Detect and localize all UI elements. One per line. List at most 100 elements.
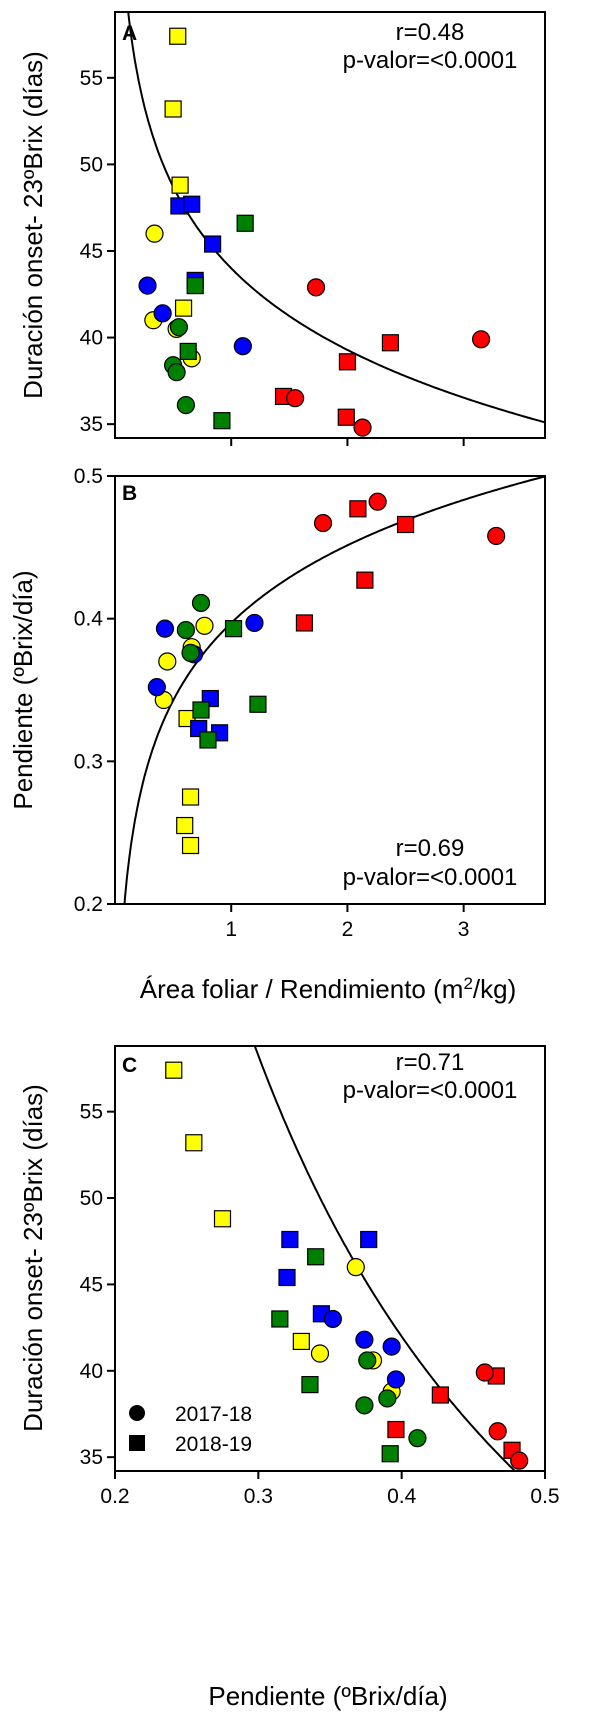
panel-c-data-point-circle xyxy=(378,1389,397,1408)
panel-c-data-point-circle xyxy=(310,1344,330,1363)
panel-b-data-point-circle xyxy=(195,616,214,635)
panel-a-data-point-circle xyxy=(306,278,326,297)
panel-a-annotation-p: p-valor=<0.0001 xyxy=(343,47,518,74)
panel-c-data-point-circle xyxy=(355,1330,374,1349)
panel-b-data-point-square xyxy=(249,695,267,713)
panel-c-data-point-square xyxy=(431,1386,449,1404)
panel-c-data-point-circle xyxy=(386,1370,406,1389)
panel-c-annotation-r: r=0.71 xyxy=(396,1049,465,1076)
panel-c-data-point-square xyxy=(307,1248,325,1266)
panel-c-y-tick-label: 50 xyxy=(80,1187,103,1210)
panel-a-data-point-square xyxy=(171,176,189,194)
panel-b-data-point-circle xyxy=(176,620,195,640)
panel-a-data-point-square xyxy=(164,100,182,118)
panel-c-fit-curve xyxy=(253,1046,517,1471)
panel-b-y-axis-title: Pendiente (ºBrix/día) xyxy=(8,570,38,809)
panel-a-data-point-square xyxy=(338,353,357,371)
panel-a-data-point-square xyxy=(186,277,204,295)
panel-b-data-point-square xyxy=(295,614,314,632)
panel-c-annotation-p: p-valor=<0.0001 xyxy=(343,1077,518,1104)
panel-a-data-point-circle xyxy=(169,318,189,337)
panel-b-data-point-square xyxy=(356,571,374,589)
panel-a-data-point-square xyxy=(337,408,355,426)
panel-c-data-point-square xyxy=(381,1445,399,1463)
panel-c-data-point-square xyxy=(292,1332,310,1351)
panel-a-data-point-circle xyxy=(176,395,195,415)
panel-b-data-point-square xyxy=(181,836,200,855)
panel-c-data-point-circle xyxy=(346,1258,365,1277)
panel-b-x-tick-label: 2 xyxy=(342,918,354,941)
panel-c-y-tick-label: 40 xyxy=(80,1360,103,1383)
panel-c-x-tick-label: 0.3 xyxy=(244,1485,273,1508)
panel-c-data-point-circle xyxy=(488,1422,507,1441)
panel-b-data-point-circle xyxy=(181,643,200,663)
panel-c-letter: C xyxy=(122,1054,137,1077)
panel-b-fit-curve xyxy=(123,476,545,904)
panel-b: 0.2 0.3 0.4 0.5 1 2 3 B r=0.69 p-valor=<0.0001… xyxy=(8,465,546,1004)
panel-a-data-point-circle xyxy=(286,389,305,408)
panel-c-y-axis-title: Duración onset- 23ºBrix (días) xyxy=(18,1084,48,1432)
panel-a-data-point-square xyxy=(174,299,193,317)
panel-c-data-point-square xyxy=(301,1376,319,1394)
legend-marker-square xyxy=(129,1435,145,1451)
panel-a-plot-layer: 35 40 45 50 55 xyxy=(80,12,545,446)
panel-a-data-point-circle xyxy=(471,330,491,349)
panel-b-data-point-circle xyxy=(245,613,264,633)
panel-c-data-point-circle xyxy=(510,1451,529,1470)
legend-label-2018-19: 2018-19 xyxy=(175,1433,252,1456)
panel-a-y-tick-label: 40 xyxy=(80,327,103,350)
panel-c-data-point-square xyxy=(360,1230,378,1249)
panel-b-data-point-square xyxy=(176,816,194,835)
panel-c-data-point-square xyxy=(387,1420,405,1439)
panel-a-y-tick-label: 50 xyxy=(80,153,103,176)
panel-c-data-point-square xyxy=(213,1210,232,1228)
panel-c-data-point-circle xyxy=(355,1396,374,1415)
panel-c-x-tick-label: 0.5 xyxy=(530,1485,559,1508)
panel-c-data-point-circle xyxy=(358,1351,377,1370)
panel-c: 35 40 45 50 55 0.2 0.3 0.4 0.5 C r=0.71 p-valor=… xyxy=(18,1045,560,1711)
panel-b-data-point-circle xyxy=(191,593,211,613)
panel-c-y-tick-label: 45 xyxy=(80,1273,103,1296)
panel-a-data-point-circle xyxy=(145,224,164,243)
panel-b-frame xyxy=(114,475,546,905)
panel-b-data-point-square xyxy=(199,731,217,749)
panel-a-data-point-square xyxy=(169,27,187,45)
panel-b-plot-layer: 0.2 0.3 0.4 0.5 1 2 3 xyxy=(74,465,545,941)
panel-a-annotation-r: r=0.48 xyxy=(396,19,465,46)
panel-c-data-point-square xyxy=(271,1310,289,1328)
panel-b-annotation-p: p-valor=<0.0001 xyxy=(343,864,518,891)
panel-b-letter: B xyxy=(122,482,137,505)
panel-a-y-tick-label: 55 xyxy=(80,67,103,90)
legend-marker-circle xyxy=(129,1405,145,1421)
legend: 2017-18 2018-19 xyxy=(129,1403,252,1456)
panel-b-data-point-circle xyxy=(147,678,166,697)
panel-c-data-point-square xyxy=(281,1230,299,1249)
panel-b-y-tick-label: 0.5 xyxy=(74,465,103,488)
panel-a-data-point-circle xyxy=(153,304,172,323)
panel-c-plot-layer: 35 40 45 50 55 0.2 0.3 0.4 0.5 xyxy=(80,1046,560,1508)
panel-b-y-tick-label: 0.2 xyxy=(74,893,103,916)
panel-b-data-point-square xyxy=(181,788,200,806)
panel-b-data-point-circle xyxy=(158,652,177,671)
panel-c-data-point-square xyxy=(165,1061,183,1079)
panel-a-y-tick-label: 35 xyxy=(80,413,103,436)
panel-b-data-point-circle xyxy=(487,526,506,546)
panel-b-annotation-r: r=0.69 xyxy=(396,835,465,862)
panel-b-data-point-square xyxy=(349,500,367,518)
panel-c-x-axis-title: Pendiente (ºBrix/día) xyxy=(208,1681,447,1711)
panel-a-data-point-circle xyxy=(353,418,372,437)
panel-c-data-point-circle xyxy=(475,1363,494,1382)
panel-a-data-point-circle xyxy=(138,276,157,295)
panel-c-data-point-square xyxy=(185,1134,203,1152)
panel-a-data-point-square xyxy=(179,342,197,361)
panel-c-y-tick-label: 55 xyxy=(80,1101,103,1124)
panel-a-data-point-square xyxy=(213,412,231,430)
panel-c-data-point-circle xyxy=(408,1429,427,1448)
panel-c-y-tick-label: 35 xyxy=(80,1446,103,1469)
panel-a-data-point-circle xyxy=(167,363,186,382)
panel-b-y-tick-label: 0.3 xyxy=(74,750,103,773)
panel-a-data-point-square xyxy=(381,334,400,352)
panel-b-data-point-square xyxy=(192,701,210,719)
panel-c-data-point-circle xyxy=(323,1309,342,1329)
